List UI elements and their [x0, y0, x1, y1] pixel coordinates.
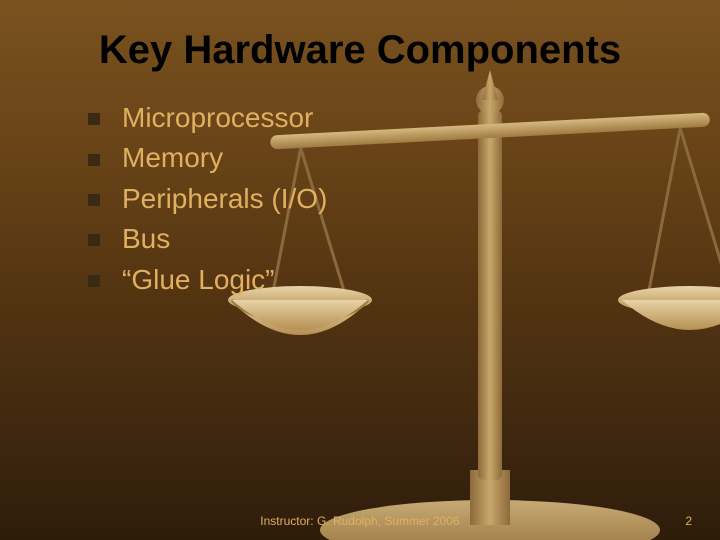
square-bullet-icon — [88, 113, 100, 125]
square-bullet-icon — [88, 275, 100, 287]
bullet-text: Microprocessor — [122, 100, 313, 136]
bullet-text: Peripherals (I/O) — [122, 181, 327, 217]
footer-instructor: Instructor: G. Rudolph, Summer 2006 — [260, 514, 459, 528]
list-item: Peripherals (I/O) — [88, 181, 327, 217]
bullet-list: Microprocessor Memory Peripherals (I/O) … — [88, 100, 327, 302]
square-bullet-icon — [88, 234, 100, 246]
slide-title: Key Hardware Components — [0, 28, 720, 73]
bullet-text: Memory — [122, 140, 223, 176]
list-item: Memory — [88, 140, 327, 176]
bullet-text: Bus — [122, 221, 170, 257]
bullet-text: “Glue Logic” — [122, 262, 275, 298]
list-item: Microprocessor — [88, 100, 327, 136]
square-bullet-icon — [88, 154, 100, 166]
list-item: Bus — [88, 221, 327, 257]
page-number: 2 — [685, 514, 692, 528]
square-bullet-icon — [88, 194, 100, 206]
list-item: “Glue Logic” — [88, 262, 327, 298]
